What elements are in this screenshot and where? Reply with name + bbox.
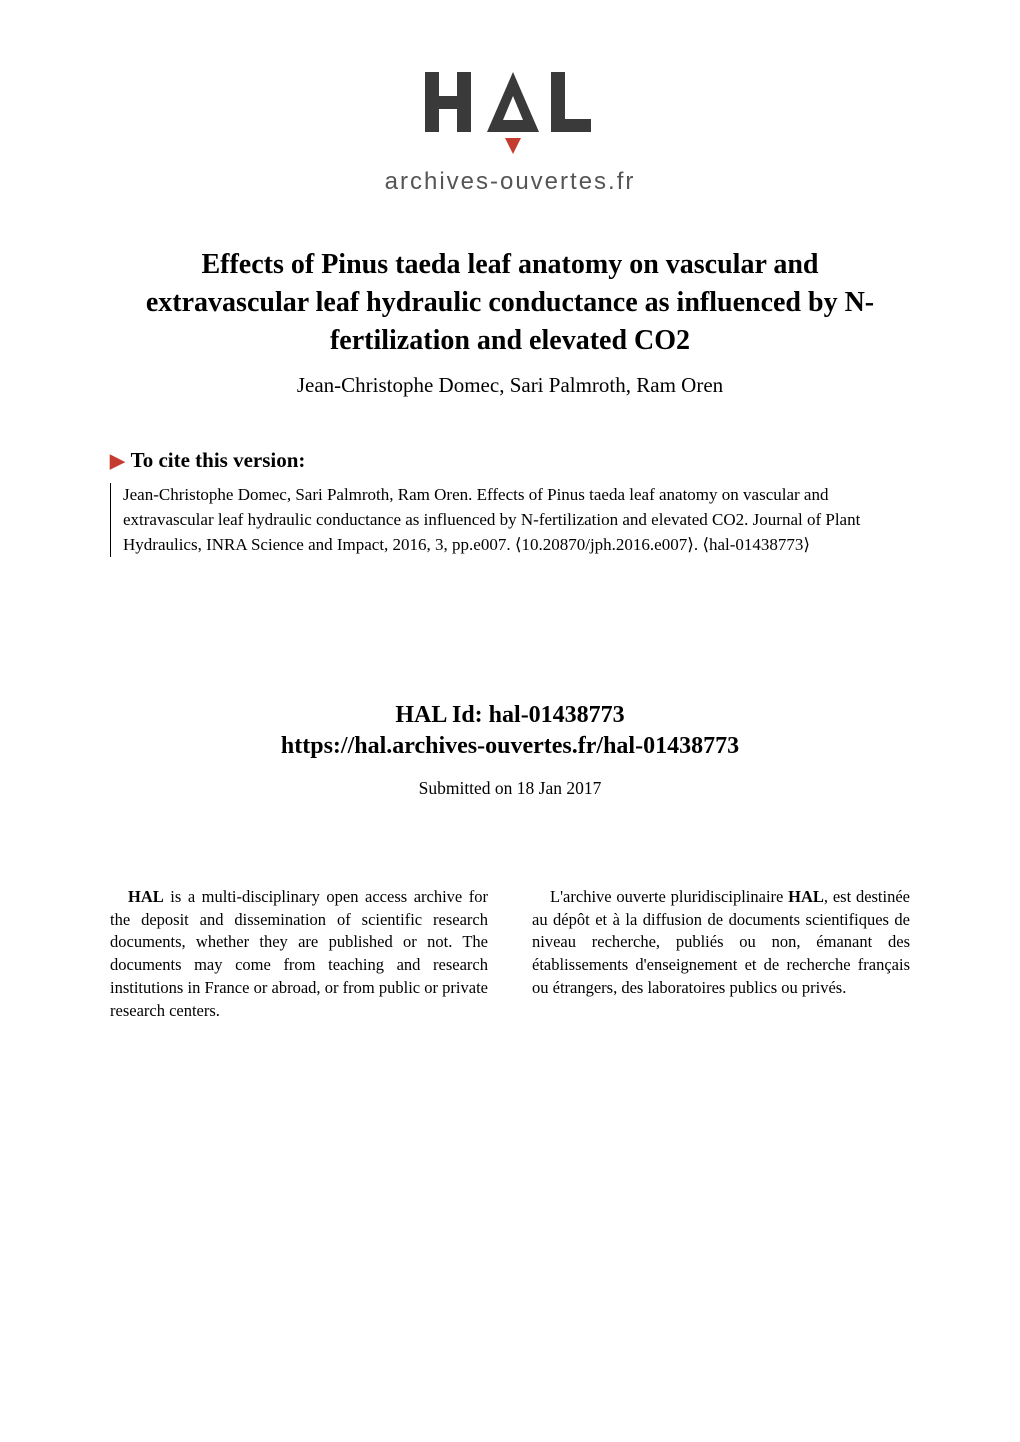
logo-subtext: archives-ouvertes.fr [110,168,910,196]
description-columns: HAL is a multi-disciplinary open access … [110,869,910,1039]
column-right: L'archive ouverte pluridisciplinaire HAL… [532,869,910,1039]
hal-cover-page: archives-ouvertes.fr Effects of Pinus ta… [0,0,1020,1442]
column-left-body: is a multi-disciplinary open access arch… [110,887,488,1020]
submitted-date: Submitted on 18 Jan 2017 [110,778,910,799]
hal-url[interactable]: https://hal.archives-ouvertes.fr/hal-014… [110,733,910,760]
cite-section: ▶ To cite this version: Jean-Christophe D… [110,448,910,557]
halid-block: HAL Id: hal-01438773 https://hal.archive… [110,697,910,760]
paper-title: Effects of Pinus taeda leaf anatomy on v… [130,246,890,359]
cite-heading: ▶ To cite this version: [110,448,910,473]
cite-arrow-icon: ▶ [110,451,125,472]
column-left: HAL is a multi-disciplinary open access … [110,869,488,1039]
column-left-text: HAL is a multi-disciplinary open access … [110,886,488,1023]
hal-logo-block: archives-ouvertes.fr [110,60,910,196]
citation-text: Jean-Christophe Domec, Sari Palmroth, Ra… [110,483,910,557]
hal-id-label: HAL Id: hal-01438773 [110,697,910,733]
column-right-text: L'archive ouverte pluridisciplinaire HAL… [532,886,910,1000]
hal-bold-right: HAL [788,887,824,906]
hal-logo-icon [415,60,605,160]
cite-heading-text: To cite this version: [131,448,306,472]
hal-bold-left: HAL [128,887,164,906]
paper-authors: Jean-Christophe Domec, Sari Palmroth, Ra… [110,373,910,398]
